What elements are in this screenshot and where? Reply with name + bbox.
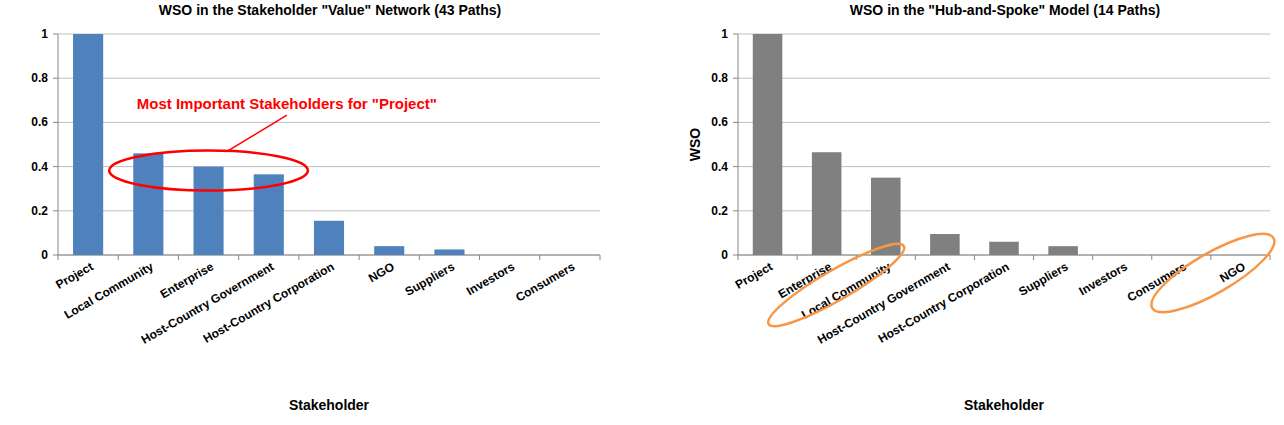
bar <box>434 249 464 255</box>
bar <box>133 153 163 255</box>
annotation: Most Important Stakeholders for "Project… <box>137 95 437 112</box>
tick-mark <box>539 255 540 260</box>
grid-line <box>58 34 600 35</box>
tick-mark <box>298 255 299 260</box>
bars <box>73 34 464 255</box>
chart: 00.20.40.60.81ProjectEnterpriseLocal Com… <box>687 2 1284 413</box>
figure: 00.20.40.60.81ProjectLocal CommunityEnte… <box>0 0 1284 425</box>
tick-mark <box>419 255 420 260</box>
grid-line <box>738 122 1270 123</box>
tick-mark <box>53 34 58 35</box>
tick-label: 1 <box>721 27 728 41</box>
tick-label: 0.2 <box>711 204 728 218</box>
highlight-ellipse <box>109 151 308 191</box>
tick-mark <box>733 255 738 256</box>
tick-mark <box>733 34 738 35</box>
tick-mark <box>1033 255 1034 260</box>
category-label: Suppliers <box>1016 259 1071 299</box>
tick-label: 0.6 <box>31 115 48 129</box>
bar <box>194 167 224 255</box>
tick-mark <box>797 255 798 260</box>
tick-label: 0.6 <box>711 115 728 129</box>
y-axis-label: WSO <box>687 128 703 162</box>
category-label: Local Community <box>62 259 156 322</box>
grid-line <box>58 122 600 123</box>
bar <box>314 221 344 255</box>
category-label: Consumers <box>1125 259 1189 304</box>
tick-mark <box>53 255 58 256</box>
category-label: Project <box>53 259 95 291</box>
bar <box>1226 255 1256 256</box>
bar <box>1048 246 1078 255</box>
bar <box>1107 255 1137 256</box>
x-axis-label: Stakeholder <box>964 397 1045 413</box>
category-label: NGO <box>366 259 397 285</box>
bar <box>1167 255 1197 256</box>
tick-mark <box>733 210 738 211</box>
title: WSO in the "Hub-and-Spoke" Model (14 Pat… <box>850 2 1160 18</box>
bar <box>812 152 842 255</box>
chart: 00.20.40.60.81ProjectLocal CommunityEnte… <box>31 2 600 413</box>
tick-mark <box>53 78 58 79</box>
grid-line <box>738 78 1270 79</box>
tick-label: 1 <box>41 27 48 41</box>
grid-line <box>738 34 1270 35</box>
category-label: Host-Country Corporation <box>201 259 337 345</box>
highlight-ellipse <box>1142 221 1283 326</box>
tick-mark <box>479 255 480 260</box>
grid-line <box>58 78 600 79</box>
tick-label: 0.8 <box>711 71 728 85</box>
tick-mark <box>58 255 59 260</box>
category-label: Consumers <box>513 259 577 304</box>
tick-mark <box>915 255 916 260</box>
y-axis <box>58 34 59 255</box>
tick-mark <box>53 210 58 211</box>
bar <box>989 242 1019 255</box>
tick-label: 0.8 <box>31 71 48 85</box>
tick-mark <box>1210 255 1211 260</box>
tick-mark <box>1092 255 1093 260</box>
bar <box>555 255 585 256</box>
tick-label: 0 <box>41 248 48 262</box>
category-label: Host-Country Corporation <box>876 259 1012 345</box>
bar <box>495 255 525 256</box>
category-label: NGO <box>1217 259 1248 285</box>
tick-mark <box>600 255 601 260</box>
bar <box>374 246 404 255</box>
category-label: Investors <box>464 259 517 298</box>
tick-mark <box>53 122 58 123</box>
tick-mark <box>738 255 739 260</box>
bar <box>73 34 103 255</box>
tick-mark <box>238 255 239 260</box>
tick-label: 0.4 <box>711 160 728 174</box>
y-axis <box>738 34 739 255</box>
tick-label: 0.2 <box>31 204 48 218</box>
bars <box>753 34 1078 255</box>
tick-mark <box>1151 255 1152 260</box>
highlight-ellipse <box>761 233 911 337</box>
tick-mark <box>118 255 119 260</box>
annotation-pointer <box>227 115 287 151</box>
category-label: Suppliers <box>403 259 458 299</box>
tick-mark <box>359 255 360 260</box>
bar <box>753 34 783 255</box>
tick-label: 0.4 <box>31 160 48 174</box>
tick-mark <box>53 166 58 167</box>
category-label: Project <box>733 259 775 291</box>
tick-mark <box>1270 255 1271 260</box>
tick-mark <box>974 255 975 260</box>
tick-mark <box>733 78 738 79</box>
tick-mark <box>733 166 738 167</box>
tick-label: 0 <box>721 248 728 262</box>
tick-mark <box>178 255 179 260</box>
title: WSO in the Stakeholder "Value" Network (… <box>159 2 501 18</box>
bar <box>930 234 960 255</box>
tick-mark <box>733 122 738 123</box>
x-axis-label: Stakeholder <box>289 397 370 413</box>
category-label: Investors <box>1077 259 1130 298</box>
